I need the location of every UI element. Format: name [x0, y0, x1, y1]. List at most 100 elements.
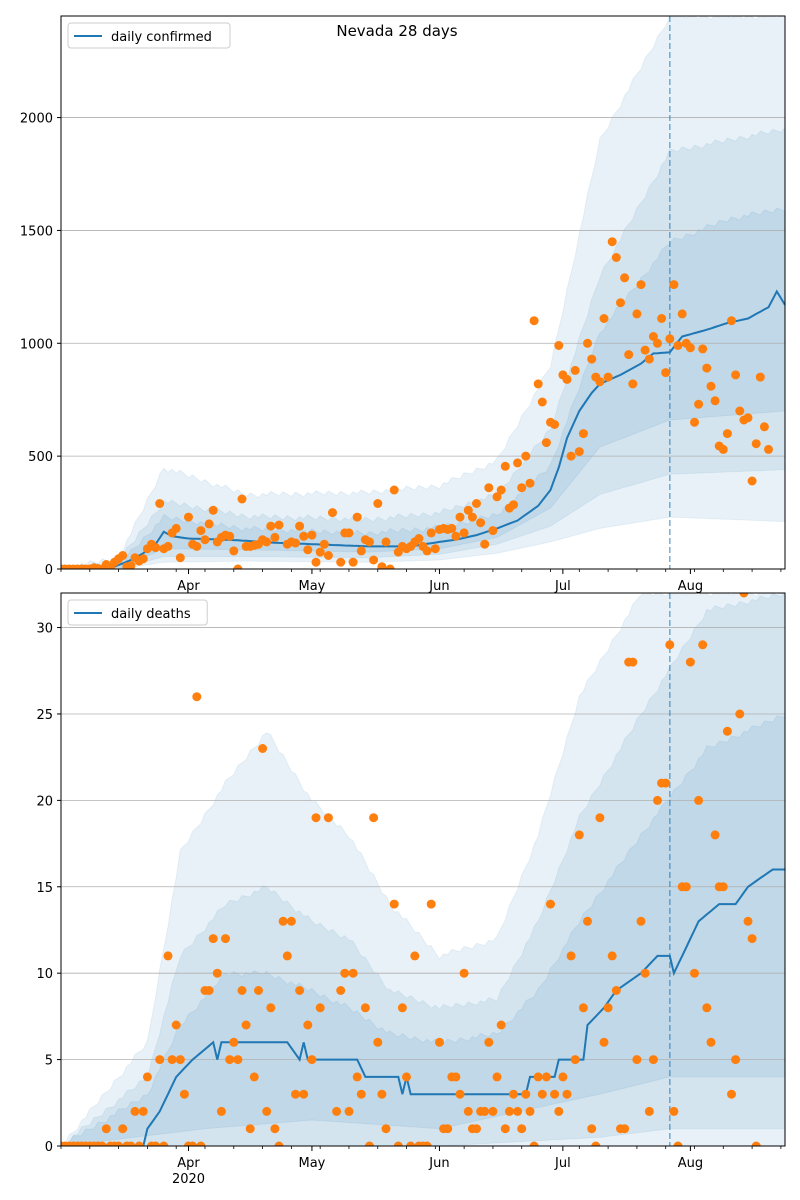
observed-point	[451, 1072, 461, 1082]
observed-point	[138, 554, 148, 564]
observed-point	[694, 399, 704, 409]
observed-point	[204, 519, 214, 529]
observed-point	[373, 499, 383, 508]
observed-point	[570, 1055, 580, 1065]
observed-point	[348, 557, 358, 567]
observed-point	[393, 1141, 403, 1146]
observed-point	[286, 916, 296, 926]
observed-point	[155, 1055, 165, 1065]
observed-point	[175, 553, 185, 563]
observed-point	[488, 526, 498, 536]
observed-point	[628, 379, 638, 389]
observed-point	[315, 547, 325, 557]
observed-point	[599, 1037, 609, 1047]
y-tick-label: 500	[28, 450, 53, 465]
observed-point	[332, 1106, 342, 1116]
observed-point	[233, 1055, 243, 1065]
observed-point	[661, 368, 671, 378]
x-tick-label: May	[298, 1156, 325, 1171]
observed-point	[484, 483, 494, 493]
observed-point	[377, 562, 387, 569]
observed-point	[352, 1072, 362, 1082]
observed-point	[644, 1106, 654, 1116]
observed-point	[747, 476, 757, 486]
observed-point	[574, 447, 584, 457]
observed-point	[134, 1141, 144, 1146]
observed-point	[537, 397, 547, 407]
observed-point	[566, 451, 576, 461]
observed-point	[529, 1141, 539, 1146]
observed-point	[620, 273, 630, 283]
observed-point	[369, 555, 379, 565]
axes-frame	[60, 592, 786, 1147]
observed-point	[447, 523, 457, 533]
observed-point	[323, 551, 333, 560]
observed-point	[459, 528, 469, 538]
observed-point	[500, 1124, 510, 1134]
observed-point	[702, 363, 712, 373]
observed-point	[229, 546, 239, 556]
axes-frame	[60, 15, 786, 570]
observed-point	[685, 343, 695, 353]
observed-point	[722, 429, 732, 439]
observed-point	[381, 1124, 391, 1134]
observed-point	[603, 372, 613, 382]
observed-point	[562, 374, 572, 384]
observed-point	[130, 1106, 140, 1116]
observed-point	[722, 726, 732, 736]
observed-point	[731, 370, 741, 380]
observed-point	[599, 314, 609, 323]
observed-point	[554, 341, 564, 350]
observed-point	[426, 899, 436, 909]
observed-point	[225, 1055, 235, 1065]
observed-point	[303, 1020, 313, 1030]
observed-point	[620, 1124, 630, 1134]
observed-point	[632, 309, 642, 319]
median-line	[61, 868, 785, 1146]
observed-point	[648, 332, 658, 341]
observed-point	[611, 253, 621, 262]
observed-point	[138, 1106, 148, 1116]
observed-point	[690, 968, 699, 978]
observed-point	[212, 968, 222, 978]
y-tick-label: 2000	[20, 112, 53, 127]
observed-point	[323, 813, 333, 823]
observed-point	[397, 1003, 407, 1013]
x-tick-label: Apr	[177, 579, 200, 594]
observed-point	[365, 1141, 374, 1146]
observed-point	[731, 1055, 741, 1065]
observed-point	[710, 830, 720, 840]
observed-point	[118, 1124, 128, 1134]
observed-point	[340, 968, 350, 978]
legend-label: daily confirmed	[111, 30, 212, 45]
observed-point	[681, 882, 691, 892]
daily-confirmed-panel: 0500100015002000Apr2020MayJunJulAugdaily…	[20, 15, 786, 610]
observed-point	[735, 709, 745, 719]
observed-point	[299, 531, 309, 541]
observed-point	[702, 1003, 712, 1013]
observed-point	[151, 543, 161, 553]
observed-point	[669, 280, 679, 290]
observed-point	[500, 461, 510, 471]
observed-point	[583, 916, 592, 926]
y-tick-label: 1000	[20, 337, 53, 352]
observed-point	[278, 916, 288, 926]
observed-point	[208, 505, 218, 515]
y-tick-label: 30	[36, 622, 53, 637]
y-tick-label: 0	[45, 1140, 53, 1155]
observed-point	[233, 564, 243, 569]
observed-point	[229, 1037, 239, 1047]
observed-point	[632, 1055, 642, 1065]
observed-point	[360, 1003, 370, 1013]
observed-point	[221, 934, 230, 944]
observed-point	[163, 951, 173, 961]
observed-point	[541, 438, 551, 448]
observed-point	[653, 338, 662, 348]
observed-point	[751, 439, 761, 449]
observed-point	[241, 1020, 251, 1030]
observed-point	[533, 1072, 543, 1082]
y-tick-label: 15	[36, 881, 53, 896]
observed-point	[291, 538, 300, 548]
observed-point	[578, 429, 588, 439]
